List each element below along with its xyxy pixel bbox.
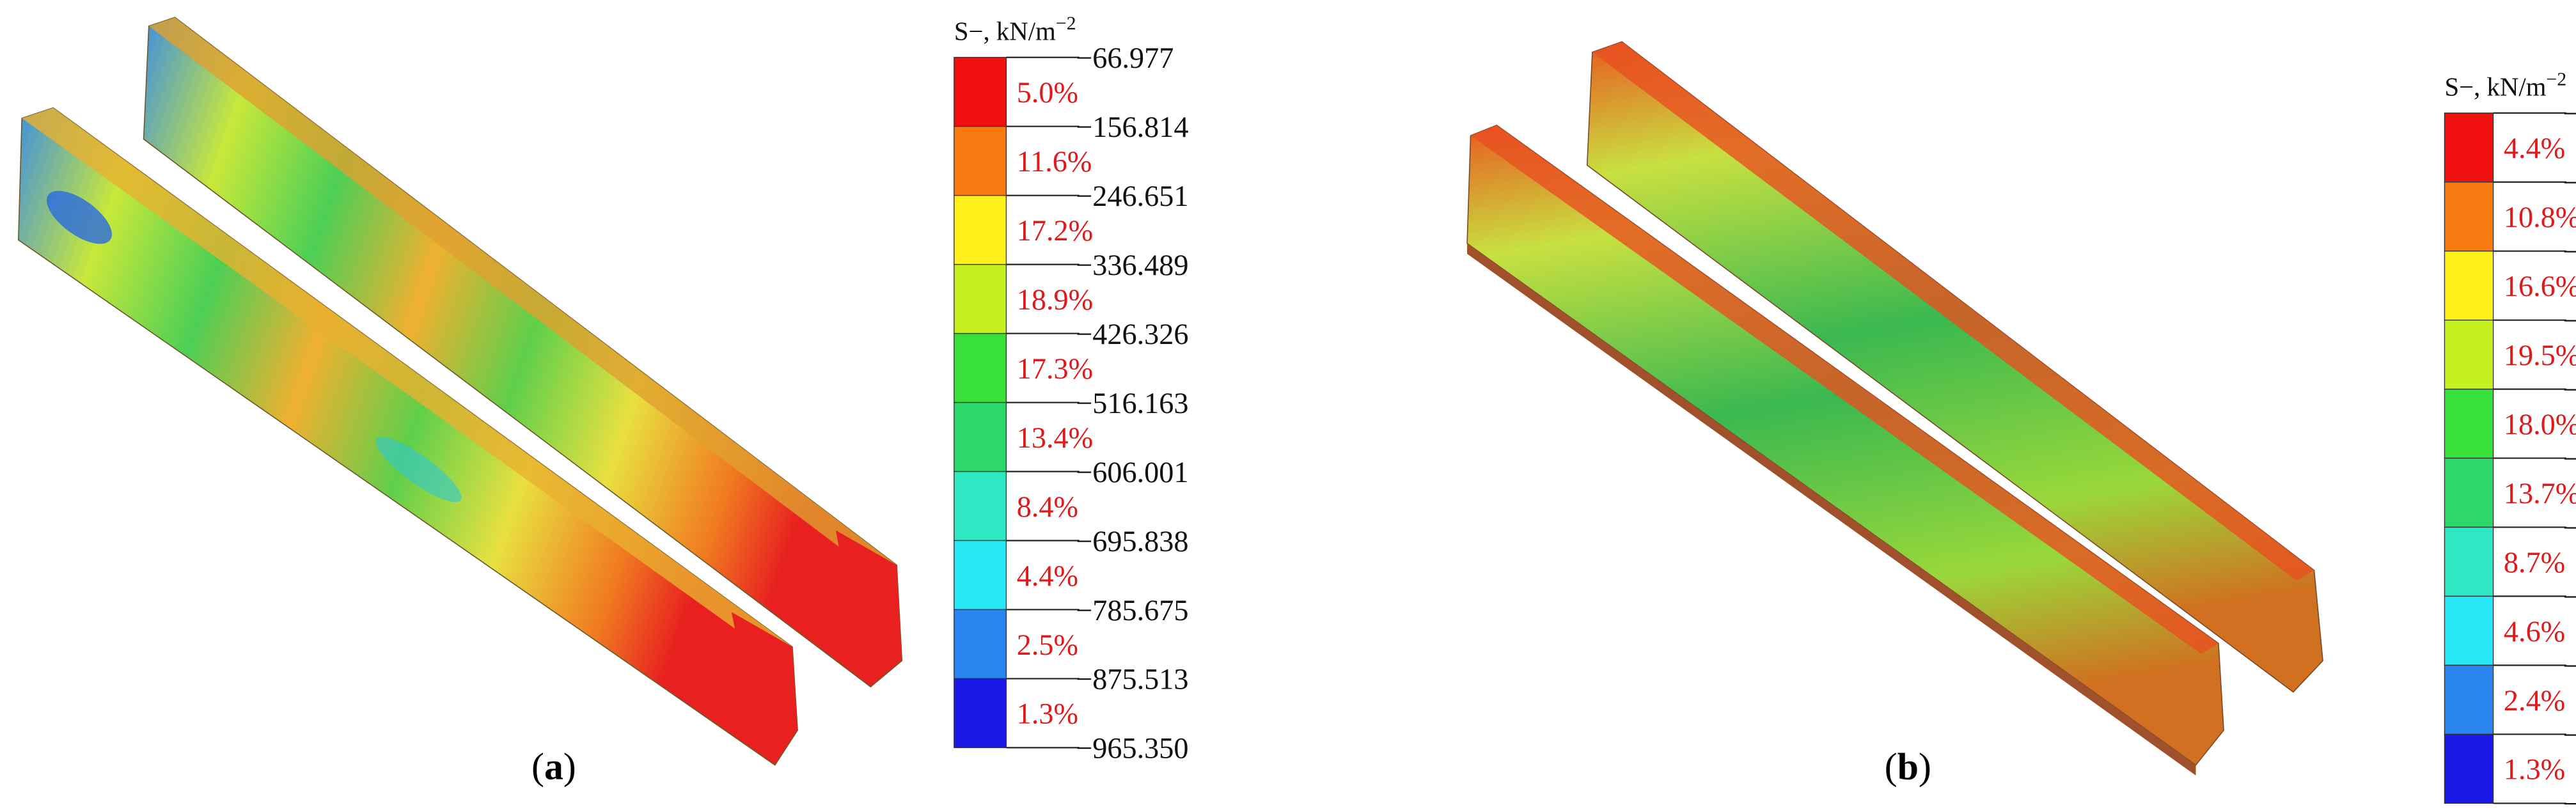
legend-level: −785.675 — [1076, 594, 1188, 627]
legend-level: −242.029 — [2563, 235, 2576, 268]
legend-percent: 2.4% — [2504, 684, 2565, 717]
legend-title-sup: −2 — [1056, 13, 1076, 34]
legend-swatch — [2444, 319, 2494, 390]
legend-swatch — [2444, 526, 2494, 597]
legend-level: −324.326 — [2563, 304, 2576, 337]
legend-level: −246.651 — [1076, 180, 1188, 212]
legend-percent: 5.0% — [1017, 76, 1078, 109]
legend-swatch — [954, 402, 1007, 472]
legend-swatch — [954, 540, 1007, 611]
legend-level: −426.326 — [1076, 318, 1188, 350]
legend-percent: 13.7% — [2504, 477, 2576, 510]
legend-swatch — [2444, 113, 2494, 183]
legend-percent: 8.4% — [1017, 490, 1078, 523]
legend-level: −653.512 — [2563, 581, 2576, 613]
legend-percent: 11.6% — [1017, 145, 1092, 178]
legend-level: −818.104 — [2563, 719, 2576, 751]
legend-title-sup: −2 — [2546, 68, 2566, 90]
legend-title-text: S−, kN/m — [2444, 73, 2546, 102]
legend-level: −965.350 — [1076, 732, 1188, 765]
panel-label-part: a — [544, 745, 563, 787]
rails-a — [17, 17, 903, 766]
rail-top — [148, 17, 897, 577]
panel-label-part: ( — [1885, 745, 1897, 787]
legend-swatch — [954, 332, 1007, 403]
legend-level: −571.215 — [2563, 511, 2576, 544]
legend-level: −66.977 — [1076, 42, 1174, 74]
legend-level: −159.733 — [2563, 166, 2576, 199]
legend-swatch — [2444, 182, 2494, 252]
legend-swatch — [2444, 733, 2494, 804]
legend-percent: 19.5% — [2504, 339, 2576, 371]
legend-title: S−, kN/m−2 — [2444, 68, 2566, 101]
legend-level: −77.437 — [2563, 97, 2576, 130]
legend: S−, kN/m−2 4.4% 10.8% 16.6% 19.5% 18.0% 13.7% 8… — [2444, 68, 2576, 812]
panel-label: (a) — [531, 745, 576, 787]
legend: S−, kN/m−2 5.0% 11.6% 17.2% 18.9% 17.3% 13.4% 8… — [954, 13, 1189, 765]
panel-label-part: ) — [1919, 745, 1931, 787]
legend-percent: 1.3% — [2504, 753, 2565, 786]
rail-top — [1592, 42, 2314, 581]
legend-level: −695.838 — [1076, 525, 1188, 558]
legend-level: −156.814 — [1076, 111, 1188, 143]
rails-b — [1466, 41, 2323, 776]
legend-percent: 1.3% — [1017, 698, 1078, 730]
legend-percent: 4.4% — [1017, 559, 1078, 592]
rail-top — [22, 107, 792, 657]
legend-percent: 13.4% — [1017, 421, 1093, 454]
rail-end — [731, 612, 798, 731]
legend-percent: 10.8% — [2504, 201, 2576, 233]
legend-percent: 18.9% — [1017, 283, 1093, 316]
legend-percent: 17.2% — [1017, 214, 1093, 247]
legend-title: S−, kN/m−2 — [954, 13, 1076, 45]
panel-label: (b) — [1885, 745, 1931, 787]
legend-level: −875.513 — [1076, 663, 1188, 696]
legend-swatch — [2444, 457, 2494, 528]
legend-swatch — [954, 126, 1007, 196]
legend-swatch — [2444, 664, 2494, 735]
panel-label-part: b — [1897, 745, 1919, 787]
legend-percent: 4.6% — [2504, 615, 2565, 648]
legend-percent: 18.0% — [2504, 408, 2576, 441]
legend-percent: 2.5% — [1017, 629, 1078, 661]
legend-title-text: S−, kN/m — [954, 17, 1056, 46]
rail-top — [1470, 125, 2219, 654]
panel-label-part: ) — [563, 745, 576, 787]
legend-level: −406.622 — [2563, 373, 2576, 406]
rail — [17, 107, 798, 766]
legend-level: −516.163 — [1076, 387, 1188, 419]
legend-swatch — [954, 471, 1007, 542]
legend-level: −336.489 — [1076, 249, 1188, 281]
legend-swatch — [2444, 595, 2494, 666]
stress-patch — [46, 191, 112, 244]
legend-swatch — [954, 194, 1007, 265]
legend-percent: 17.3% — [1017, 352, 1093, 385]
rail-base — [1467, 243, 2196, 776]
legend-swatch — [954, 678, 1007, 749]
rail-end — [835, 530, 902, 661]
stress-patch — [375, 437, 462, 503]
legend-level: −488.622 — [2563, 442, 2576, 475]
legend-percent: 8.7% — [2504, 546, 2565, 579]
legend-swatch — [954, 263, 1007, 334]
legend-swatch — [2444, 388, 2494, 459]
legend-level: −900.401 — [2563, 788, 2576, 812]
legend-swatch — [2444, 251, 2494, 321]
legend-percent: 4.4% — [2504, 132, 2565, 164]
legend-swatch — [954, 57, 1007, 127]
legend-level: −606.001 — [1076, 456, 1188, 488]
legend-level: −735.808 — [2563, 650, 2576, 682]
panel-label-part: ( — [531, 745, 544, 787]
legend-percent: 16.6% — [2504, 270, 2576, 302]
legend-swatch — [954, 609, 1007, 680]
